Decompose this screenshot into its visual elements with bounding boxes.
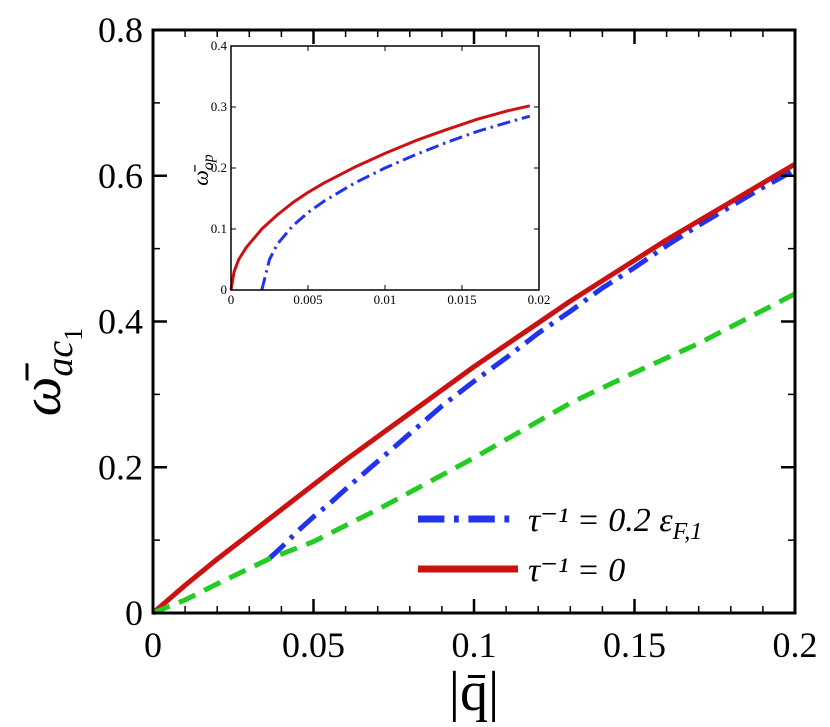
inset-x-tick-label: 0.01	[374, 292, 397, 307]
legend: τ⁻¹ = 0.2 εF,1 τ⁻¹ = 0	[418, 502, 702, 589]
legend-label-1: τ⁻¹ = 0	[528, 552, 625, 589]
legend-label-main-1: τ⁻¹ = 0	[528, 552, 625, 589]
x-tick-label: 0.2	[773, 625, 818, 665]
inset-x-tick-label: 0.015	[447, 292, 476, 307]
inset-y-axis-label-sub: op	[200, 154, 217, 170]
inset-y-tick-label: 0.2	[211, 160, 227, 175]
inset-y-tick-label: 0.4	[211, 38, 228, 53]
inset-y-tick-label: 0	[221, 282, 228, 297]
y-tick-label: 0.4	[98, 302, 143, 342]
inset-chart: 0 0.005 0.01 0.015 0.02 0 0.1 0.2 0.3 0.4 ω̄op	[188, 38, 550, 307]
x-axis-label: |q̄|	[449, 661, 499, 723]
inset-y-tick-label: 0.3	[211, 99, 227, 114]
series-line-2	[152, 291, 797, 616]
y-axis-label-sub2: 1	[59, 328, 88, 341]
inset-x-tick-label: 0.005	[293, 292, 322, 307]
inset-y-axis-label: ω̄op	[188, 154, 217, 186]
main-chart: 0 0.05 0.1 0.15 0.2 0 0.2 0.4 0.6 0.8 |q̄| ω̄ac1	[11, 10, 818, 723]
inset-x-tick-label: 0.02	[528, 292, 551, 307]
series-line-1	[151, 161, 797, 615]
y-tick-label: 0.8	[98, 10, 143, 50]
inset-x-tick-label: 0	[228, 292, 235, 307]
x-tick-label: 0.1	[452, 625, 497, 665]
y-axis-label: ω̄ac1	[11, 328, 88, 416]
inset-series-line-0	[229, 104, 531, 291]
legend-label-main-0: τ⁻¹ = 0.2 ε	[528, 502, 673, 539]
y-tick-label: 0.6	[98, 156, 143, 196]
x-tick-label: 0.15	[603, 625, 666, 665]
y-axis-label-sub: ac	[39, 341, 81, 377]
x-tick-label: 0	[144, 625, 162, 665]
legend-label-0: τ⁻¹ = 0.2 εF,1	[528, 502, 702, 545]
y-tick-label: 0	[125, 593, 143, 633]
x-tick-label: 0.05	[282, 625, 345, 665]
inset-series-line-1	[260, 114, 531, 291]
inset-y-tick-label: 0.1	[211, 221, 227, 236]
legend-label-sub-0: F,1	[672, 519, 703, 545]
y-tick-label: 0.2	[98, 447, 143, 487]
